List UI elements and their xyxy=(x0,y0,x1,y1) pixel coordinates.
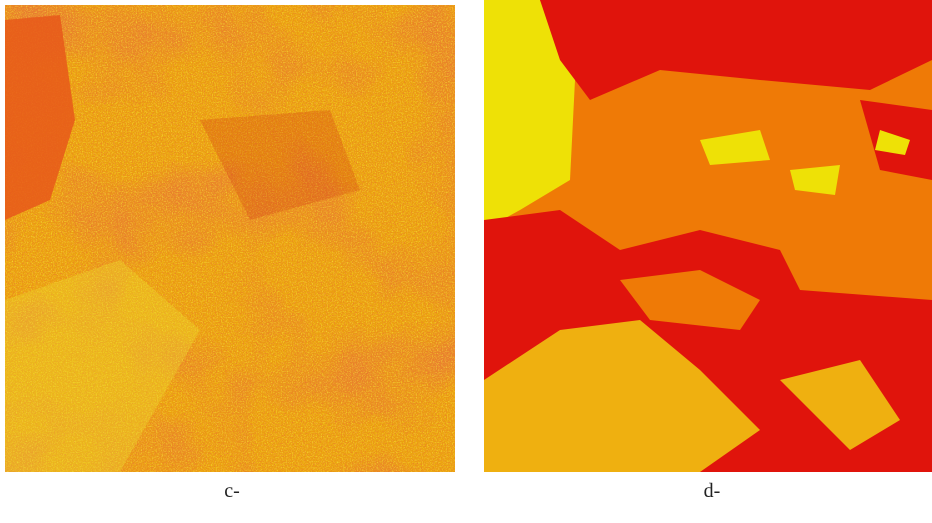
figure: c- d- xyxy=(0,0,932,523)
panel-c-image xyxy=(5,5,455,472)
panel-label: c- xyxy=(224,480,240,503)
panel-d-image xyxy=(484,0,932,472)
panel-label: d- xyxy=(704,480,721,503)
figure-images xyxy=(0,0,932,523)
